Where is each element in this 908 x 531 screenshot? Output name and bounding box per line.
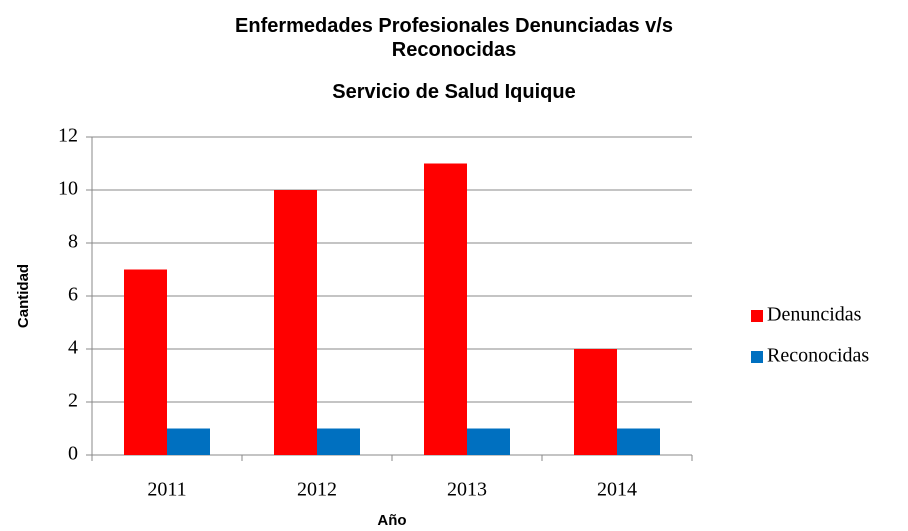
y-tick-label: 12	[58, 125, 78, 147]
chart-subtitle: Servicio de Salud Iquique	[332, 81, 576, 103]
legend-label: Denuncidas	[767, 304, 862, 326]
bar	[467, 428, 510, 455]
x-tick-label: 2014	[597, 479, 637, 501]
bar	[574, 349, 617, 455]
y-tick-label: 2	[68, 390, 78, 412]
y-tick-label: 10	[58, 178, 78, 200]
x-axis-label: Año	[377, 512, 406, 529]
legend-label: Reconocidas	[767, 345, 869, 367]
chart-title: Enfermedades Profesionales Denunciadas v…	[235, 15, 673, 61]
legend-swatch	[751, 351, 763, 363]
y-tick-label: 4	[68, 337, 78, 359]
x-tick-label: 2012	[297, 479, 337, 501]
bar	[424, 163, 467, 455]
bar	[274, 190, 317, 455]
x-tick-label: 2011	[147, 479, 186, 501]
y-tick-label: 6	[68, 284, 78, 306]
legend-swatch	[751, 310, 763, 322]
bar	[124, 269, 167, 455]
bar	[317, 428, 360, 455]
bar	[167, 428, 210, 455]
y-axis-label: Cantidad	[15, 264, 32, 328]
y-tick-label: 0	[68, 443, 78, 465]
bar	[617, 428, 660, 455]
y-tick-label: 8	[68, 231, 78, 253]
x-tick-label: 2013	[447, 479, 487, 501]
